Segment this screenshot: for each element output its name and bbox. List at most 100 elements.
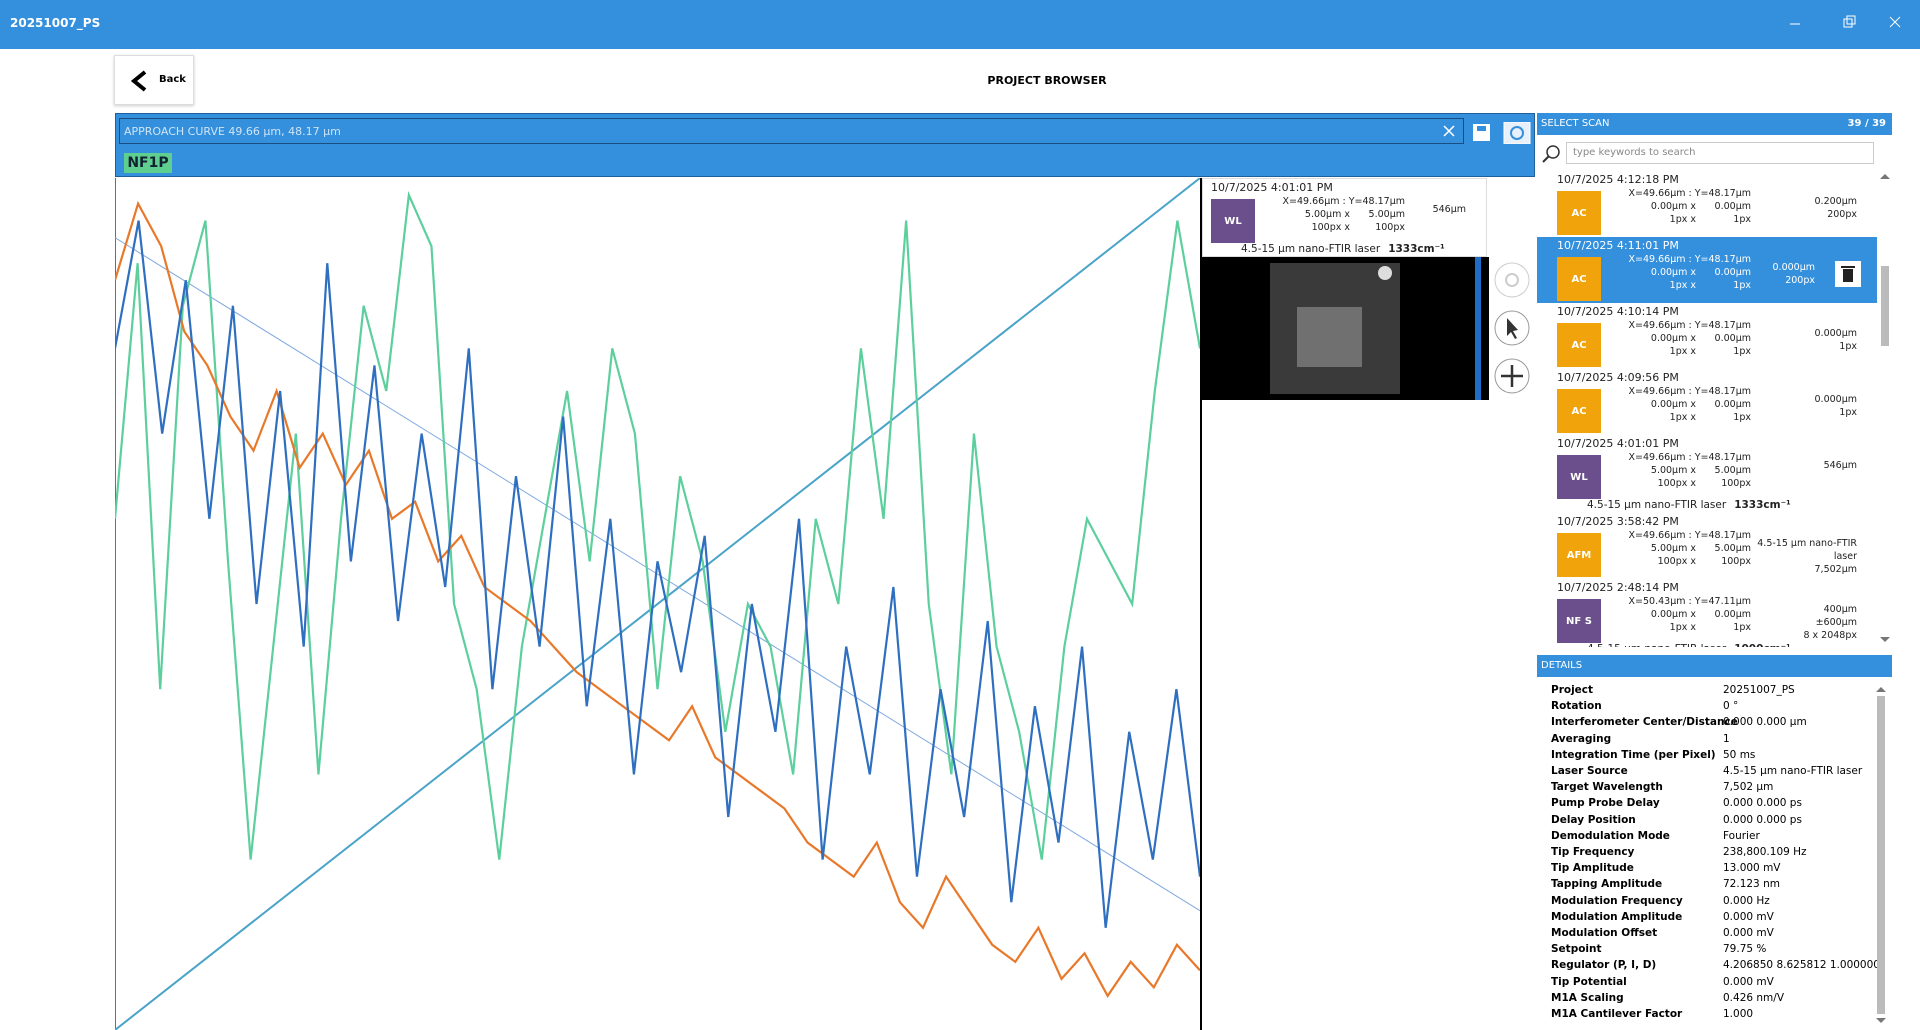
scan-size-value: 0.00µm <box>1714 333 1751 344</box>
scan-px: 100px x 100px <box>1255 221 1405 234</box>
detail-value: 0.000 mV <box>1723 927 1774 939</box>
detail-label: Regulator (P, I, D) <box>1551 959 1657 972</box>
detail-label: Modulation Frequency <box>1551 894 1683 907</box>
curve <box>115 237 1201 912</box>
scan-date: 10/7/2025 3:58:42 PM <box>1557 515 1679 528</box>
scan-size: 0.00µm x 0.00µm <box>1601 608 1751 621</box>
detail-value: 0.426 nm/V <box>1723 991 1785 1004</box>
delete-button[interactable] <box>1835 261 1861 287</box>
detail-value: Fourier <box>1723 829 1760 842</box>
scan-date: 10/7/2025 4:01:01 PM <box>1211 181 1333 194</box>
scan-geometry: X=49.66µm : Y=48.17µm 0.00µm x 0.00µm 1px x… <box>1601 385 1751 424</box>
wavenumber: 1333cm⁻¹ <box>1734 499 1791 511</box>
scan-size-value: 0.00µm <box>1714 399 1751 410</box>
scan-position: X=49.66µm : Y=48.17µm <box>1628 254 1751 265</box>
scan-body: AC X=49.66µm : Y=48.17µm 0.00µm x 0.00µm 1px… <box>1557 385 1877 433</box>
search-icon <box>1542 145 1560 163</box>
scan-body: WL X=49.66µm : Y=48.17µm 5.00µm x 5.00µm 100… <box>1211 195 1486 243</box>
curve-field[interactable]: APPROACH CURVE 49.66 µm, 48.17 µm <box>119 118 1464 144</box>
scan-param: 546µm <box>1823 460 1857 471</box>
scan-size-value: 0.00µm <box>1714 267 1751 278</box>
scan-px: 1px x 1px <box>1601 279 1751 292</box>
scan-position: X=49.66µm : Y=48.17µm <box>1628 320 1751 331</box>
detail-label: Interferometer Center/Distance <box>1551 716 1738 729</box>
scan-px-value: 100px x <box>1657 556 1696 567</box>
laser-name: 4.5-15 µm nano-FTIR laser <box>1241 243 1381 255</box>
toolbar-icons[interactable] <box>1442 122 1532 144</box>
scan-item: 10/7/2025 4:01:01 PM WL X=49.66µm : Y=48.1… <box>1203 179 1486 257</box>
scan-size: 0.00µm x 0.00µm <box>1601 398 1751 411</box>
scan-px-value: 1px <box>1733 346 1751 357</box>
scan-px-value: 1px <box>1733 622 1751 633</box>
detail-label: Delay Position <box>1551 813 1636 826</box>
scan-item: 10/7/2025 4:12:18 PM AC X=49.66µm : Y=48.1… <box>1537 171 1877 237</box>
scan-params: 4.5-15 µm nano-FTIR laser 7,502µm <box>1751 537 1877 576</box>
scan-geometry: X=49.66µm : Y=48.17µm 5.00µm x 5.00µm 100px… <box>1255 195 1405 234</box>
scan-param: 8 x 2048px <box>1803 630 1857 641</box>
scan-date: 10/7/2025 2:48:14 PM <box>1557 581 1679 594</box>
scan-badge: AC <box>1557 323 1601 367</box>
scan-params: 546µm <box>1751 459 1877 472</box>
scan-position: X=49.66µm : Y=48.17µm <box>1628 452 1751 463</box>
scan-date: 10/7/2025 4:10:14 PM <box>1557 305 1679 318</box>
plot <box>115 178 1202 1030</box>
scrollbar[interactable] <box>1874 684 1888 1026</box>
preview-image <box>1202 257 1489 400</box>
scan-geometry: X=49.66µm : Y=48.17µm 0.00µm x 0.00µm 1px x… <box>1601 187 1751 226</box>
detail-label: Averaging <box>1551 732 1612 745</box>
curve <box>115 190 1202 860</box>
scan-geometry: X=49.66µm : Y=48.17µm 5.00µm x 5.00µm 100px… <box>1601 451 1751 490</box>
scan-size-value: 0.00µm <box>1714 609 1751 620</box>
search-box[interactable]: type keywords to search <box>1566 142 1874 164</box>
scan-badge: AC <box>1557 191 1601 235</box>
window-controls[interactable] <box>1790 14 1910 34</box>
scan-size-value: 5.00µm <box>1368 209 1405 220</box>
detail-label: Pump Probe Delay <box>1551 797 1660 810</box>
scan-badge: WL <box>1557 455 1601 499</box>
scan-param: 0.200µm <box>1814 196 1858 207</box>
detail-label: Tip Amplitude <box>1551 862 1634 875</box>
scan-param: 7,502µm <box>1814 564 1858 575</box>
scan-px-value: 1px x <box>1669 622 1696 633</box>
scan-px: 1px x 1px <box>1601 411 1751 424</box>
page-title: PROJECT BROWSER <box>987 74 1107 87</box>
details: Project 20251007_PS Rotation 0 ° Interferome… <box>1537 684 1880 1030</box>
detail-label: M1A Scaling <box>1551 991 1624 1004</box>
detail-value: 0.000 0.000 ps <box>1723 797 1802 810</box>
scan-geometry: X=49.66µm : Y=48.17µm 5.00µm x 5.00µm 100px… <box>1601 529 1751 568</box>
wavenumber: 1000cm⁻¹ <box>1734 643 1791 647</box>
detail-value: 0.000 mV <box>1723 975 1774 988</box>
wavenumber: 1333cm⁻¹ <box>1388 243 1445 255</box>
detail-value: 1.000 <box>1723 1008 1754 1020</box>
scan-param: 0.000µm <box>1814 394 1858 405</box>
back-icon <box>130 70 147 92</box>
scan-laser: 4.5-15 µm nano-FTIR laser 1000cm⁻¹ <box>1557 643 1877 647</box>
details-header: DETAILS <box>1537 655 1892 677</box>
scan-badge: AC <box>1557 389 1601 433</box>
scan-param: 400µm <box>1823 604 1857 615</box>
scan-item[interactable]: 10/7/2025 4:11:01 PM AC X=49.66µm : Y=48.1… <box>1537 237 1877 303</box>
scan-position: X=49.66µm : Y=48.17µm <box>1628 386 1751 397</box>
detail-label: Rotation <box>1551 700 1602 713</box>
scan-param: ±600µm <box>1815 617 1857 628</box>
scan-body: WL X=49.66µm : Y=48.17µm 5.00µm x 5.00µm 100… <box>1557 451 1877 499</box>
scan-size: 0.00µm x 0.00µm <box>1601 332 1751 345</box>
detail-value: 0.000 Hz <box>1723 894 1770 907</box>
back-button[interactable]: Back <box>114 55 194 105</box>
scan-params: 400µm ±600µm 8 x 2048px <box>1751 603 1877 642</box>
scan-px: 1px x 1px <box>1601 345 1751 358</box>
preview-card: 10/7/2025 4:01:01 PM WL X=49.66µm : Y=48.1… <box>1202 178 1487 257</box>
detail-label: Integration Time (per Pixel) <box>1551 748 1716 761</box>
scan-param: 0.000µm <box>1772 262 1816 273</box>
side-tools[interactable] <box>1492 262 1534 402</box>
scrollbar[interactable] <box>1878 171 1892 647</box>
curve <box>115 220 1202 928</box>
detail-value: 20251007_PS <box>1723 684 1795 696</box>
detail-label: M1A Cantilever Factor <box>1551 1008 1683 1020</box>
scan-item: 10/7/2025 4:01:01 PM WL X=49.66µm : Y=48.1… <box>1537 435 1877 513</box>
scan-px-value: 100px <box>1375 222 1405 233</box>
scan-size-value: 5.00µm x <box>1650 543 1696 554</box>
channel-badge[interactable]: NF1P <box>124 153 172 173</box>
detail-label: Modulation Amplitude <box>1551 910 1683 923</box>
scan-badge: AC <box>1557 257 1601 301</box>
